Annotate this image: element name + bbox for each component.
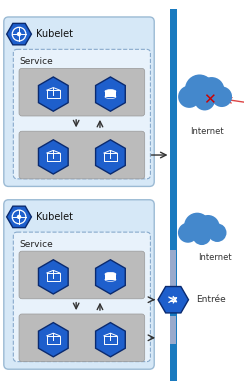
Polygon shape (96, 77, 125, 111)
Polygon shape (7, 23, 31, 45)
Circle shape (184, 213, 210, 239)
Bar (105, 274, 116, 280)
Text: Internet: Internet (190, 127, 224, 136)
Polygon shape (96, 140, 125, 174)
Circle shape (178, 86, 200, 108)
Text: Entrée: Entrée (196, 295, 226, 304)
Polygon shape (7, 206, 31, 228)
Bar (105, 91, 116, 97)
Polygon shape (39, 77, 68, 111)
Text: Kubelet: Kubelet (36, 212, 73, 222)
Circle shape (194, 90, 215, 110)
Text: Service: Service (19, 57, 53, 66)
Bar (170, 9, 177, 381)
FancyBboxPatch shape (19, 131, 145, 179)
Ellipse shape (105, 90, 116, 93)
Polygon shape (39, 140, 68, 174)
Circle shape (193, 227, 211, 245)
FancyBboxPatch shape (19, 251, 145, 299)
FancyBboxPatch shape (4, 17, 154, 186)
FancyBboxPatch shape (19, 314, 145, 362)
FancyBboxPatch shape (13, 232, 150, 362)
Polygon shape (158, 287, 189, 313)
Text: ✕: ✕ (203, 92, 216, 107)
Ellipse shape (105, 273, 116, 276)
Polygon shape (96, 260, 125, 294)
Circle shape (17, 215, 21, 219)
Text: Service: Service (19, 240, 53, 249)
Text: Kubelet: Kubelet (36, 29, 73, 39)
FancyBboxPatch shape (4, 200, 154, 369)
Text: Internet: Internet (198, 254, 232, 262)
Circle shape (212, 87, 232, 107)
Circle shape (185, 74, 214, 104)
Bar (170, 316, 176, 344)
Circle shape (199, 77, 224, 103)
Polygon shape (39, 323, 68, 357)
FancyBboxPatch shape (19, 68, 145, 116)
Polygon shape (39, 260, 68, 294)
FancyBboxPatch shape (13, 50, 150, 179)
Polygon shape (96, 323, 125, 357)
Circle shape (17, 32, 21, 36)
Circle shape (178, 223, 198, 243)
Circle shape (208, 223, 226, 242)
Bar (170, 250, 176, 286)
Circle shape (196, 215, 220, 238)
